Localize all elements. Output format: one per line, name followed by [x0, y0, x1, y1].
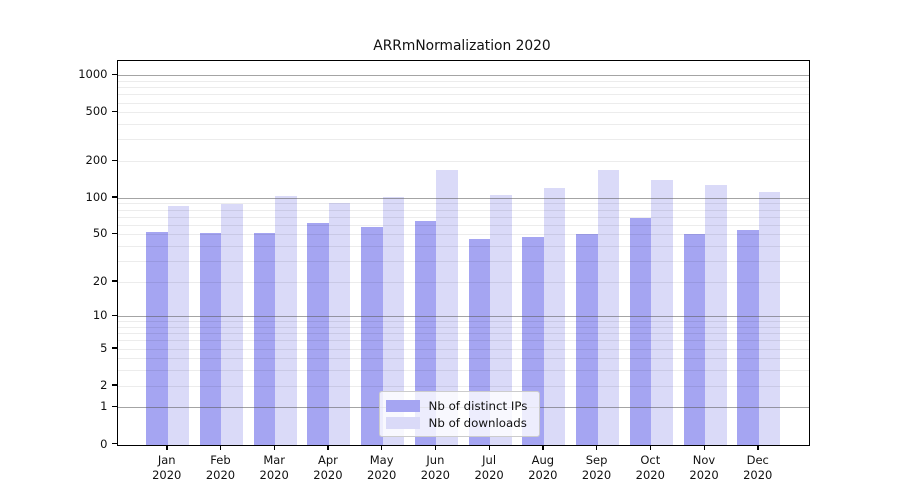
bar-oct-distinct-ips: [629, 218, 652, 445]
y-tick-label-1000: 1000: [78, 67, 108, 82]
x-tick-label-jan: Jan 2020: [152, 452, 182, 482]
bar-sep-downloads: [597, 169, 620, 445]
x-tick-mark-jan: [166, 445, 168, 450]
x-tick-label-mar: Mar 2020: [259, 452, 289, 482]
bar-jun-distinct-ips: [414, 221, 437, 445]
gridline-600: [117, 102, 809, 104]
x-tick-label-oct: Oct 2020: [635, 452, 665, 482]
gridline-700: [117, 94, 809, 96]
x-tick-label-nov: Nov 2020: [689, 452, 719, 482]
bar-feb-distinct-ips: [199, 233, 222, 445]
x-tick-mark-oct: [649, 445, 652, 450]
x-tick-mark-jun: [434, 445, 437, 450]
legend: Nb of distinct IPs Nb of downloads: [378, 391, 541, 437]
bar-nov-distinct-ips: [683, 234, 706, 445]
y-tick-label-1: 1: [100, 399, 108, 414]
y-tick-label-500: 500: [85, 104, 108, 119]
bar-aug-downloads: [543, 188, 566, 445]
x-tick-label-dec: Dec 2020: [743, 452, 773, 482]
legend-swatch-downloads-icon: [385, 416, 420, 429]
y-tick-mark-500: [111, 110, 117, 113]
y-tick-mark-2: [111, 384, 117, 386]
bar-apr-downloads: [328, 203, 351, 445]
plot-area: Nb of distinct IPs Nb of downloads: [116, 60, 810, 446]
chart-title: ARRmNormalization 2020: [373, 38, 551, 54]
legend-row-distinct-ips: Nb of distinct IPs: [385, 397, 528, 414]
legend-row-downloads: Nb of downloads: [385, 414, 528, 431]
y-tick-label-10: 10: [92, 308, 108, 323]
y-tick-label-2: 2: [100, 377, 108, 392]
x-tick-mark-sep: [596, 445, 598, 450]
bar-may-distinct-ips: [361, 226, 383, 445]
x-tick-label-sep: Sep 2020: [581, 452, 612, 482]
y-tick-mark-5: [111, 347, 117, 349]
y-tick-label-5: 5: [100, 340, 108, 355]
y-tick-mark-200: [111, 159, 117, 161]
gridline-400: [117, 124, 809, 126]
bar-mar-downloads: [275, 196, 297, 445]
bar-jun-downloads: [436, 170, 458, 445]
gridline-300: [117, 139, 809, 141]
x-tick-mark-jul: [488, 445, 490, 450]
y-tick-mark-1000: [111, 73, 117, 76]
bar-feb-downloads: [221, 204, 243, 445]
bar-oct-downloads: [651, 180, 673, 445]
bar-jan-downloads: [167, 206, 190, 445]
x-tick-mark-apr: [327, 445, 329, 450]
x-tick-label-jul: Jul 2020: [474, 452, 504, 482]
gridline-900: [117, 80, 809, 82]
y-tick-mark-100: [111, 196, 117, 198]
y-tick-mark-1: [111, 405, 117, 408]
x-tick-mark-feb: [219, 445, 222, 450]
gridline-200: [117, 161, 809, 163]
legend-label-distinct-ips: Nb of distinct IPs: [428, 398, 528, 413]
bar-sep-distinct-ips: [576, 234, 598, 445]
x-tick-label-feb: Feb 2020: [205, 452, 236, 482]
x-tick-mark-may: [381, 445, 383, 450]
x-tick-label-aug: Aug 2020: [528, 452, 558, 482]
gridline-800: [117, 87, 809, 89]
x-tick-mark-aug: [542, 445, 544, 450]
legend-label-downloads: Nb of downloads: [428, 415, 527, 430]
x-tick-mark-dec: [757, 445, 759, 450]
y-tick-label-0: 0: [100, 436, 108, 451]
y-tick-label-50: 50: [92, 226, 108, 241]
y-tick-mark-20: [111, 280, 117, 282]
gridline-1000: [117, 75, 809, 77]
y-tick-mark-10: [111, 314, 117, 317]
bar-jul-downloads: [490, 195, 512, 445]
bar-nov-downloads: [705, 185, 727, 445]
bar-mar-distinct-ips: [253, 233, 276, 445]
bar-may-downloads: [382, 196, 405, 445]
y-tick-label-20: 20: [92, 273, 108, 288]
y-tick-mark-50: [111, 232, 117, 235]
y-tick-mark-0: [111, 443, 117, 445]
legend-swatch-distinct-ips-icon: [385, 399, 420, 412]
y-tick-label-100: 100: [85, 189, 108, 204]
bar-jan-distinct-ips: [146, 232, 168, 445]
bar-dec-downloads: [758, 191, 781, 445]
gridline-500: [117, 112, 809, 114]
x-tick-mark-mar: [273, 445, 275, 450]
x-tick-label-jun: Jun 2020: [420, 452, 451, 482]
bar-apr-distinct-ips: [307, 223, 329, 445]
bar-dec-distinct-ips: [737, 230, 759, 445]
x-tick-mark-nov: [703, 445, 705, 450]
x-tick-label-may: May 2020: [367, 452, 397, 482]
y-tick-label-200: 200: [85, 153, 108, 168]
x-tick-label-apr: Apr 2020: [313, 452, 343, 482]
